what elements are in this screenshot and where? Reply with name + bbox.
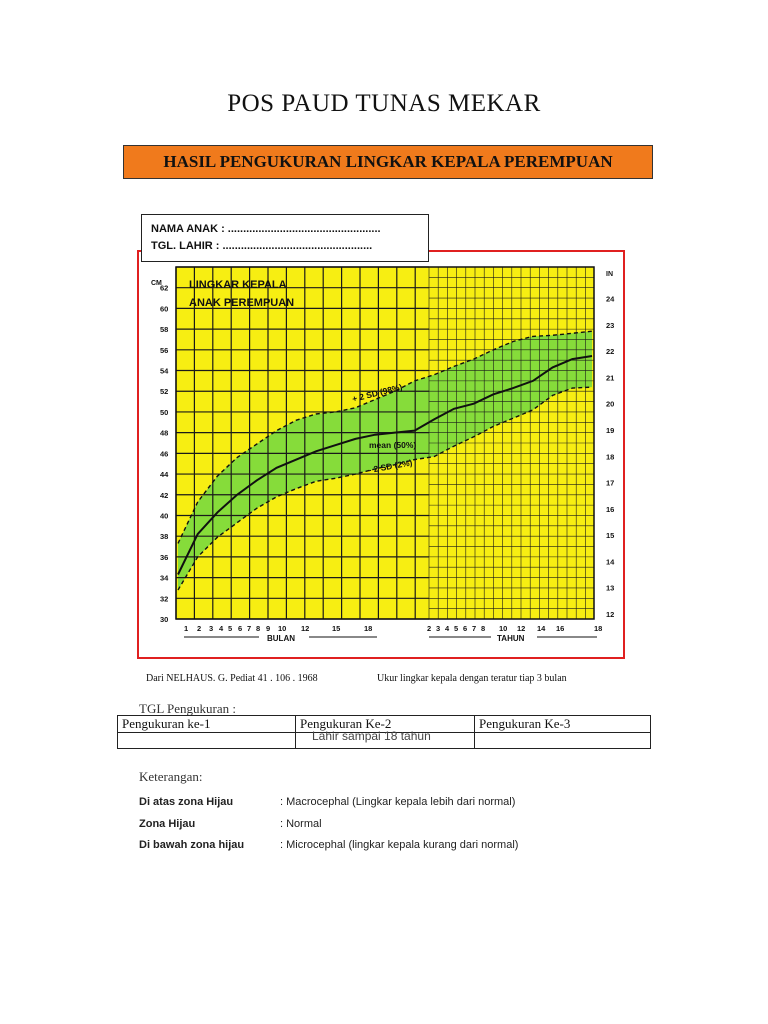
y-tick-cm: 38 [160,532,168,541]
y-tick-in: 23 [606,321,614,330]
legend-row-zone: Zona Hijau : Normal [139,818,322,830]
y-tick-cm: 46 [160,449,168,458]
x-tick-year: 5 [454,624,458,633]
y-tick-in: 12 [606,610,614,619]
y-axis-unit-left: CM [151,280,162,287]
x-axis-label-months: BULAN [267,634,295,643]
chart-source: Dari NELHAUS. G. Pediat 41 . 106 . 1968 [146,673,318,684]
y-tick-cm: 52 [160,387,168,396]
mean-curve [177,355,593,575]
y-tick-cm: 44 [160,470,169,479]
chart-title-line-2: ANAK PEREMPUAN [189,297,294,309]
legend-value: : Microcephal (lingkar kepala kurang dar… [280,839,519,851]
y-tick-cm: 48 [160,429,168,438]
x-tick-year: 16 [556,624,564,633]
legend-label: Di atas zona Hijau [139,796,234,808]
y-axis-unit-right: IN [606,271,613,278]
y-tick-cm: 32 [160,594,168,603]
x-tick-year: 8 [481,624,485,633]
y-tick-cm: 36 [160,553,168,562]
plus-2sd-curve [177,330,593,544]
y-tick-in: 22 [606,347,614,356]
x-tick-month: 10 [278,624,286,633]
y-tick-in: 13 [606,584,614,593]
x-axis-label-years: TAHUN [497,634,525,643]
x-tick-month: 7 [247,624,251,633]
x-tick-month: 5 [228,624,232,633]
x-tick-year: 10 [499,624,507,633]
legend-row-below: Di bawah zona hijau : Microcephal (lingka… [139,839,518,851]
identity-box: NAMA ANAK : ............................… [141,214,429,262]
x-tick-year: 6 [463,624,467,633]
x-tick-year: 12 [517,624,525,633]
y-tick-cm: 62 [160,284,168,293]
page-title: POS PAUD TUNAS MEKAR [227,90,541,117]
x-tick-month: 1 [184,624,188,633]
x-tick-year: 18 [594,624,602,633]
chart-note: Ukur lingkar kepala dengan teratur tiap … [377,673,567,684]
x-tick-month: 2 [197,624,201,633]
x-tick-month: 9 [266,624,270,633]
x-tick-month: 4 [219,624,224,633]
legend-row-above: Di atas zona Hijau : Macrocephal (Lingkar… [139,796,515,808]
y-tick-in: 15 [606,531,614,540]
measurement-cell-3[interactable] [474,732,651,749]
y-tick-cm: 58 [160,325,168,334]
x-tick-month: 6 [238,624,242,633]
child-name-field[interactable]: NAMA ANAK : ............................… [151,223,381,235]
x-tick-month: 15 [332,624,340,633]
series-label-mean: mean (50%) [369,440,416,450]
y-tick-in: 19 [606,426,614,435]
y-tick-in: 20 [606,400,614,409]
measurement-table: Pengukuran ke-1 Pengukuran Ke-2 Pengukur… [117,715,651,749]
y-tick-cm: 50 [160,408,168,417]
plot-border [175,266,595,620]
measurement-col-3: Pengukuran Ke-3 [474,715,651,733]
x-tick-month: 12 [301,624,309,633]
chart-title-line-1: LINGKAR KEPALA [189,279,287,291]
y-tick-in: 21 [606,373,614,382]
y-tick-cm: 42 [160,491,168,500]
x-tick-year: 14 [537,624,546,633]
measurement-cell-1[interactable] [117,732,296,749]
report-banner: HASIL PENGUKURAN LINGKAR KEPALA PEREMPUA… [123,145,653,179]
head-circumference-chart: + 2 SD (98%)mean (50%)- 2 SD (2%)LINGKAR… [151,266,615,643]
x-tick-month: 3 [209,624,213,633]
legend-label: Di bawah zona hijau [139,839,245,851]
legend-value: : Normal [280,818,322,830]
y-tick-cm: 60 [160,304,168,313]
measurement-col-1: Pengukuran ke-1 [117,715,296,733]
y-tick-in: 14 [606,557,615,566]
legend-value: : Macrocephal (Lingkar kepala lebih dari… [280,796,516,808]
y-tick-in: 16 [606,505,614,514]
y-tick-cm: 54 [160,367,169,376]
age-range-note: Lahir sampai 18 tahun [312,729,431,743]
x-tick-year: 4 [445,624,450,633]
y-tick-in: 18 [606,452,614,461]
y-tick-cm: 34 [160,574,169,583]
x-tick-month: 8 [256,624,260,633]
y-tick-in: 17 [606,479,614,488]
birth-date-field[interactable]: TGL. LAHIR : ...........................… [151,240,373,252]
minus-2sd-curve [177,386,593,591]
x-tick-year: 7 [472,624,476,633]
y-tick-cm: 30 [160,615,168,624]
y-tick-in: 24 [606,294,615,303]
legend-label: Zona Hijau [139,818,196,830]
x-tick-year: 3 [436,624,440,633]
x-tick-year: 2 [427,624,431,633]
x-tick-month: 18 [364,624,372,633]
legend-title: Keterangan: [139,769,203,784]
y-tick-cm: 56 [160,346,168,355]
measurement-date-label: TGL Pengukuran : [139,701,236,716]
y-tick-cm: 40 [160,511,168,520]
